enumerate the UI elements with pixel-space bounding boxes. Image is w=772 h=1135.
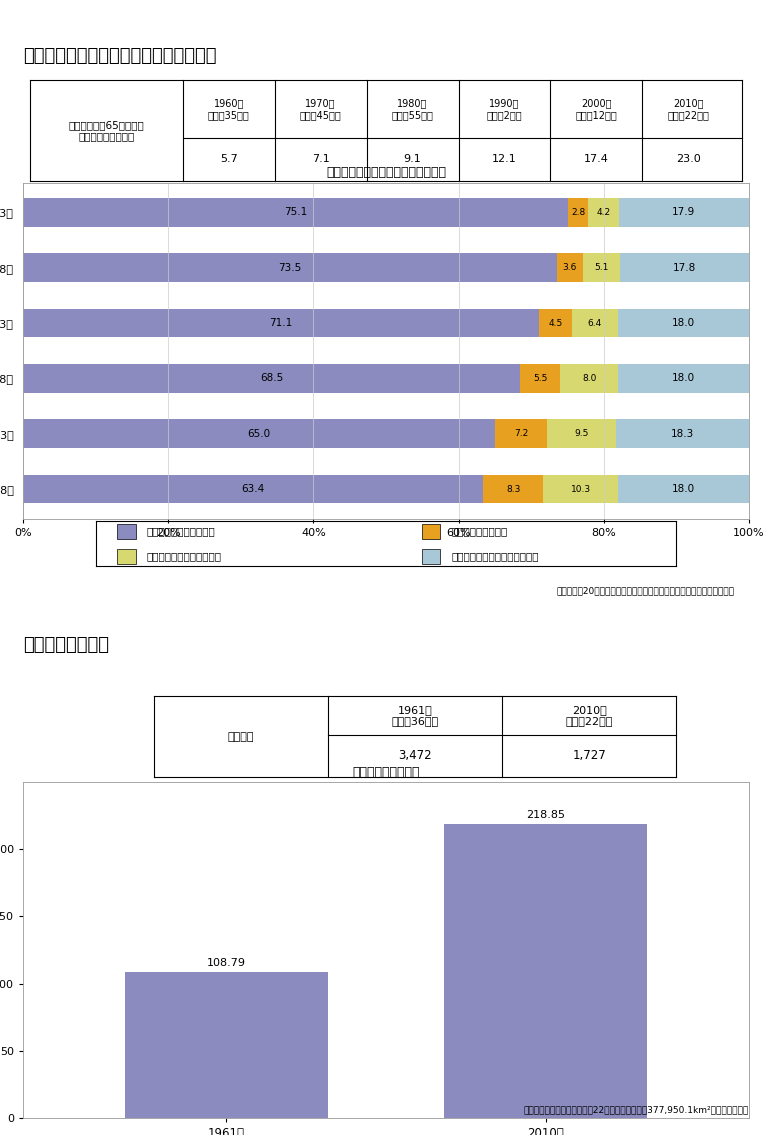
Bar xyxy=(583,253,620,283)
Text: 高齢者のいる夫婦普通世帯: 高齢者のいる夫婦普通世帯 xyxy=(147,552,222,561)
Text: 8.3: 8.3 xyxy=(506,485,520,494)
Bar xyxy=(618,309,749,337)
Text: 市町村数: 市町村数 xyxy=(228,732,254,741)
Bar xyxy=(483,474,543,504)
Text: 高齢者のいるその他の普通世帯: 高齢者のいるその他の普通世帯 xyxy=(452,552,539,561)
Text: 9.5: 9.5 xyxy=(574,429,589,438)
Bar xyxy=(422,548,441,564)
Text: 65.0: 65.0 xyxy=(248,429,270,439)
Bar xyxy=(117,548,136,564)
Text: 2.8: 2.8 xyxy=(571,208,585,217)
Text: 高齢化の進展，高齢者の単身世帯の増加: 高齢化の進展，高齢者の単身世帯の増加 xyxy=(23,47,217,65)
Text: 18.3: 18.3 xyxy=(671,429,694,439)
Text: 3,472: 3,472 xyxy=(398,749,432,763)
Text: 218.85: 218.85 xyxy=(527,810,565,819)
Text: 17.9: 17.9 xyxy=(672,208,696,218)
Bar xyxy=(568,197,588,227)
Text: 73.5: 73.5 xyxy=(278,262,302,272)
Text: 18.0: 18.0 xyxy=(672,484,695,494)
Text: 2010年
（平成22年）: 2010年 （平成22年） xyxy=(668,99,709,120)
Bar xyxy=(618,364,749,393)
Bar xyxy=(547,419,616,448)
Bar xyxy=(125,972,328,1118)
Text: 10.3: 10.3 xyxy=(571,485,591,494)
Text: 1970年
（昭和45年）: 1970年 （昭和45年） xyxy=(300,99,341,120)
Text: 68.5: 68.5 xyxy=(260,373,283,384)
Bar xyxy=(616,419,749,448)
Text: 資料：上段の市町村数に平成22都道府県別面積（377,950.1km²）を除して算定: 資料：上段の市町村数に平成22都道府県別面積（377,950.1km²）を除して… xyxy=(523,1105,749,1115)
Bar xyxy=(23,474,483,504)
Text: 1,727: 1,727 xyxy=(572,749,606,763)
Text: 市町村合併の進展: 市町村合併の進展 xyxy=(23,637,109,654)
Text: 7.1: 7.1 xyxy=(312,154,330,165)
Bar xyxy=(23,419,495,448)
Bar xyxy=(23,253,557,283)
Bar xyxy=(557,253,583,283)
Text: 3.6: 3.6 xyxy=(563,263,577,272)
Text: 人口に占める65歳以上の
高齢者の割合（％）: 人口に占める65歳以上の 高齢者の割合（％） xyxy=(69,119,144,142)
Bar xyxy=(618,474,749,504)
Text: 18.0: 18.0 xyxy=(672,318,695,328)
Text: 1961年
（昭和36年）: 1961年 （昭和36年） xyxy=(391,705,438,726)
Title: 各市町村の平均面積: 各市町村の平均面積 xyxy=(352,766,420,780)
Text: 17.4: 17.4 xyxy=(584,154,609,165)
Text: 71.1: 71.1 xyxy=(269,318,293,328)
Text: 1960年
（昭和35年）: 1960年 （昭和35年） xyxy=(208,99,249,120)
Bar xyxy=(495,419,547,448)
Text: 1990年
（平成2年）: 1990年 （平成2年） xyxy=(486,99,523,120)
Text: 23.0: 23.0 xyxy=(676,154,701,165)
Text: 5.7: 5.7 xyxy=(220,154,238,165)
Text: 9.1: 9.1 xyxy=(404,154,422,165)
Bar xyxy=(422,523,441,539)
Text: 75.1: 75.1 xyxy=(284,208,307,218)
Bar xyxy=(23,309,539,337)
Bar xyxy=(444,824,647,1118)
Text: 5.1: 5.1 xyxy=(594,263,608,272)
Text: 高齢者のいない普通世帯: 高齢者のいない普通世帯 xyxy=(147,527,215,536)
Bar xyxy=(572,309,618,337)
Bar xyxy=(543,474,618,504)
Text: 6.4: 6.4 xyxy=(587,319,602,328)
Title: 普通世帯における高齢者世帯の割合: 普通世帯における高齢者世帯の割合 xyxy=(326,166,446,179)
Text: 63.4: 63.4 xyxy=(242,484,265,494)
Text: 7.2: 7.2 xyxy=(514,429,528,438)
Text: 18.0: 18.0 xyxy=(672,373,695,384)
Bar xyxy=(539,309,572,337)
Text: 17.8: 17.8 xyxy=(672,262,696,272)
Text: 4.2: 4.2 xyxy=(597,208,611,217)
Text: 4.5: 4.5 xyxy=(548,319,563,328)
Text: 5.5: 5.5 xyxy=(533,373,547,382)
Text: 2000年
（平成12年）: 2000年 （平成12年） xyxy=(576,99,618,120)
Bar xyxy=(520,364,560,393)
Bar xyxy=(620,253,749,283)
Text: 1980年
（昭和55年）: 1980年 （昭和55年） xyxy=(391,99,434,120)
Bar xyxy=(619,197,749,227)
Text: 108.79: 108.79 xyxy=(207,958,245,968)
Text: 資料：総務省統計局資料: 資料：総務省統計局資料 xyxy=(617,788,676,797)
Bar xyxy=(23,197,568,227)
Text: 12.1: 12.1 xyxy=(493,154,517,165)
Bar xyxy=(117,523,136,539)
Text: 8.0: 8.0 xyxy=(582,373,597,382)
Bar xyxy=(23,364,520,393)
Text: 高齢単身者普通世帯: 高齢単身者普通世帯 xyxy=(452,527,507,536)
Bar xyxy=(588,197,619,227)
Text: 2010年
（平成22年）: 2010年 （平成22年） xyxy=(566,705,613,726)
Bar xyxy=(560,364,618,393)
Text: 資料：平成20年住宅・土地統計調査の解説（総務省統計局）を基に作成: 資料：平成20年住宅・土地統計調査の解説（総務省統計局）を基に作成 xyxy=(557,587,734,596)
